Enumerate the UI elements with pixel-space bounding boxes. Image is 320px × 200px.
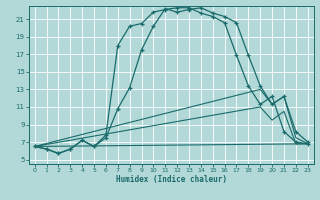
X-axis label: Humidex (Indice chaleur): Humidex (Indice chaleur) <box>116 175 227 184</box>
